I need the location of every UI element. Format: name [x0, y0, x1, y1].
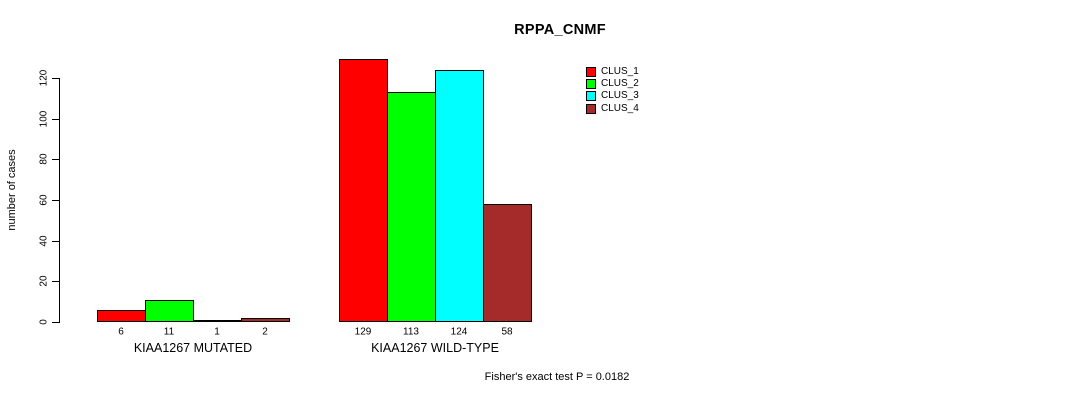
- y-axis-tick: [52, 322, 59, 323]
- y-axis-line: [59, 78, 60, 323]
- y-axis-tick-label: 60: [38, 194, 50, 206]
- bar-clus_1-group1: [97, 310, 146, 322]
- y-axis-tick-label: 120: [38, 69, 50, 87]
- bar-clus_3-group1: [193, 320, 242, 322]
- legend-label: CLUS_3: [601, 90, 639, 102]
- legend: CLUS_1 CLUS_2 CLUS_3 CLUS_4: [586, 66, 639, 115]
- bar-clus_1-group2: [339, 59, 388, 322]
- bar-clus_2-group1: [145, 300, 194, 322]
- y-axis-tick: [52, 200, 59, 201]
- pvalue-annotation: Fisher's exact test P = 0.0182: [484, 371, 630, 383]
- legend-item: CLUS_3: [586, 90, 639, 102]
- x-group-label-mutated: KIAA1267 MUTATED: [133, 341, 253, 355]
- x-group-label-wildtype: KIAA1267 WILD-TYPE: [371, 341, 499, 355]
- legend-swatch-clus3: [586, 91, 596, 102]
- bar-value-label: 129: [354, 326, 372, 338]
- legend-swatch-clus1: [586, 67, 596, 78]
- bar-value-label: 1: [214, 326, 220, 338]
- bar-clus_3-group2: [435, 70, 484, 322]
- bar-value-label: 124: [450, 326, 468, 338]
- y-axis-tick: [52, 78, 59, 79]
- legend-swatch-clus2: [586, 79, 596, 90]
- y-axis-tick-label: 40: [38, 235, 50, 247]
- legend-label: CLUS_1: [601, 66, 639, 78]
- y-axis-tick-label: 0: [38, 319, 50, 325]
- bar-value-label: 113: [403, 326, 419, 338]
- y-axis-tick: [52, 119, 59, 120]
- y-axis-tick: [52, 241, 59, 242]
- legend-item: CLUS_1: [586, 66, 639, 78]
- y-axis-tick-label: 100: [38, 110, 50, 128]
- bar-value-label: 6: [118, 326, 124, 338]
- legend-label: CLUS_2: [601, 78, 639, 90]
- legend-swatch-clus4: [586, 103, 596, 114]
- bar-value-label: 11: [163, 326, 175, 338]
- legend-item: CLUS_2: [586, 78, 639, 90]
- bar-value-label: 2: [262, 326, 268, 338]
- bar-clus_4-group1: [241, 318, 290, 322]
- y-axis-tick-label: 80: [38, 153, 50, 165]
- bar-value-label: 58: [501, 326, 513, 338]
- chart-title: RPPA_CNMF: [514, 22, 606, 38]
- y-axis-tick-label: 20: [38, 275, 50, 287]
- y-axis-tick: [52, 281, 59, 282]
- legend-item: CLUS_4: [586, 103, 639, 115]
- y-axis-title: number of cases: [6, 149, 18, 231]
- y-axis-tick: [52, 159, 59, 160]
- bar-clus_2-group2: [387, 92, 436, 322]
- legend-label: CLUS_4: [601, 102, 639, 114]
- bar-clus_4-group2: [483, 204, 532, 322]
